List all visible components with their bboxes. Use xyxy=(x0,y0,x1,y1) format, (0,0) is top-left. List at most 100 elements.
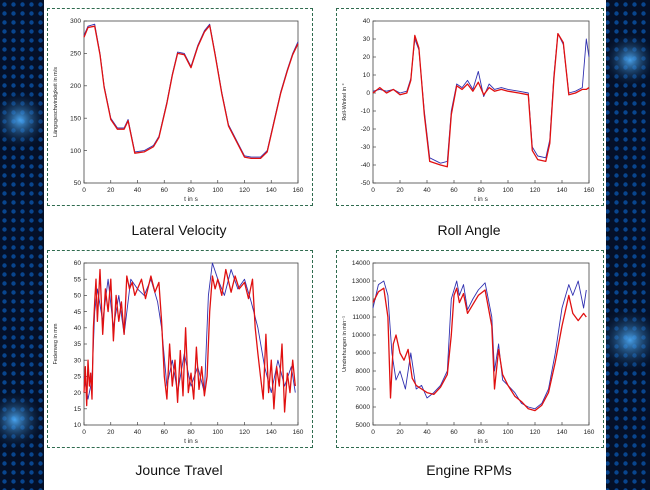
engine-rpms-x-tick-label: 100 xyxy=(503,429,514,436)
engine-rpms-y-tick-label: 9000 xyxy=(356,350,371,357)
engine-rpms-y-tick-label: 10000 xyxy=(352,332,370,339)
roll-angle-y-axis-label: Roll-Winkel in ° xyxy=(342,83,348,120)
roll-angle-chart: 0 20 40 60 80 100 120 140 160 -50 -40 -30 -20 -10 0 10 2… xyxy=(342,18,595,203)
jounce-travel-y-tick-label: 25 xyxy=(74,374,82,381)
lateral-velocity-x-tick-label: 40 xyxy=(134,187,142,194)
caption-roll-angle: Roll Angle xyxy=(437,222,501,238)
engine-rpms-x-tick-label: 60 xyxy=(450,429,458,436)
engine-rpms-series-2-line xyxy=(372,287,587,412)
jounce-travel-x-tick-label: 60 xyxy=(161,429,169,436)
lateral-velocity-x-tick-label: 160 xyxy=(293,187,304,194)
lateral-velocity-chart: 0 20 40 60 80 100 120 140 160 50 100 150 200 250 300 t … xyxy=(53,18,304,203)
engine-rpms-y-axis-label: Umdrehungen in min⁻¹ xyxy=(342,316,348,372)
jounce-travel-x-axis-label: t in s xyxy=(184,438,198,445)
jounce-travel-y-tick-label: 20 xyxy=(74,390,82,397)
lateral-velocity-y-tick-label: 200 xyxy=(70,83,81,90)
chart-frame-engine-rpms: 0 20 40 60 80 100 120 140 160 5000 6000 7000 8000 900… xyxy=(336,250,604,448)
roll-angle-x-tick-label: 100 xyxy=(503,187,514,194)
engine-rpms-y-tick-label: 7000 xyxy=(356,386,371,393)
lateral-velocity-x-tick-label: 140 xyxy=(266,187,277,194)
engine-rpms-x-tick-label: 120 xyxy=(530,429,541,436)
engine-rpms-plot-area xyxy=(372,262,590,426)
roll-angle-y-tick-label: 40 xyxy=(363,18,371,25)
jounce-travel-x-tick-label: 0 xyxy=(82,429,86,436)
lateral-velocity-x-tick-label: 120 xyxy=(239,187,250,194)
engine-rpms-y-tick-label: 5000 xyxy=(356,422,371,429)
engine-rpms-y-tick-label: 11000 xyxy=(352,314,370,321)
jounce-travel-x-tick-label: 140 xyxy=(266,429,277,436)
jounce-travel-series-1-line xyxy=(83,262,296,400)
jounce-travel-y-tick-label: 35 xyxy=(74,341,82,348)
lateral-velocity-y-axis-label: Längsgeschwindigkeit in m/s xyxy=(53,67,59,137)
lateral-velocity-x-tick-label: 0 xyxy=(82,187,86,194)
roll-angle-y-tick-label: 0 xyxy=(366,90,370,97)
jounce-travel-y-tick-label: 60 xyxy=(74,260,82,267)
jounce-travel-y-tick-label: 30 xyxy=(74,357,82,364)
engine-rpms-x-axis-label: t in s xyxy=(474,438,488,445)
jounce-travel-y-axis-label: Federweg in mm xyxy=(53,323,59,364)
lateral-velocity-y-tick-label: 300 xyxy=(70,18,81,25)
jounce-travel-y-tick-label: 10 xyxy=(74,422,82,429)
jounce-travel-x-tick-label: 80 xyxy=(187,429,195,436)
lateral-velocity-x-tick-label: 60 xyxy=(161,187,169,194)
roll-angle-x-tick-label: 80 xyxy=(477,187,485,194)
caption-lateral-velocity: Lateral Velocity xyxy=(131,222,227,238)
jounce-travel-y-tick-label: 15 xyxy=(74,406,82,413)
roll-angle-x-tick-label: 40 xyxy=(423,187,431,194)
engine-rpms-chart: 0 20 40 60 80 100 120 140 160 5000 6000 7000 8000 900… xyxy=(342,260,595,445)
lateral-velocity-x-tick-label: 100 xyxy=(212,187,223,194)
roll-angle-series-2-line xyxy=(372,32,590,168)
jounce-travel-x-tick-label: 20 xyxy=(107,429,115,436)
jounce-travel-chart: 0 20 40 60 80 100 120 140 160 10 15 20 25 30 35 40 45 50 5… xyxy=(53,260,304,445)
jounce-travel-plot-area xyxy=(83,262,299,426)
lateral-velocity-y-tick-label: 100 xyxy=(70,148,81,155)
engine-rpms-x-tick-label: 40 xyxy=(423,429,431,436)
roll-angle-y-tick-label: -30 xyxy=(361,144,371,151)
engine-rpms-y-tick-label: 13000 xyxy=(352,278,370,285)
lateral-velocity-x-tick-label: 20 xyxy=(107,187,115,194)
lateral-velocity-y-tick-label: 50 xyxy=(74,180,82,187)
roll-angle-x-tick-label: 160 xyxy=(584,187,595,194)
jounce-travel-y-tick-label: 50 xyxy=(74,293,82,300)
roll-angle-x-tick-label: 0 xyxy=(371,187,375,194)
roll-angle-y-tick-label: 10 xyxy=(363,72,371,79)
jounce-travel-x-tick-label: 120 xyxy=(239,429,250,436)
engine-rpms-x-tick-label: 80 xyxy=(477,429,485,436)
slide-panel: 0 20 40 60 80 100 120 140 160 50 100 150 200 250 300 t … xyxy=(44,0,606,490)
jounce-travel-series-2-line xyxy=(83,268,296,413)
lateral-velocity-y-tick-label: 250 xyxy=(70,51,81,58)
roll-angle-y-tick-label: 20 xyxy=(363,54,371,61)
engine-rpms-x-tick-label: 140 xyxy=(557,429,568,436)
engine-rpms-x-tick-label: 20 xyxy=(396,429,404,436)
engine-rpms-y-tick-label: 14000 xyxy=(352,260,370,267)
caption-engine-rpms: Engine RPMs xyxy=(426,462,512,478)
chart-frame-lateral-velocity: 0 20 40 60 80 100 120 140 160 50 100 150 200 250 300 t … xyxy=(47,8,313,206)
jounce-travel-x-tick-label: 40 xyxy=(134,429,142,436)
roll-angle-x-tick-label: 20 xyxy=(396,187,404,194)
engine-rpms-y-tick-label: 12000 xyxy=(352,296,370,303)
roll-angle-y-tick-label: -50 xyxy=(361,180,371,187)
jounce-travel-y-tick-label: 55 xyxy=(74,276,82,283)
engine-rpms-y-tick-label: 6000 xyxy=(356,404,371,411)
engine-rpms-x-tick-label: 160 xyxy=(584,429,595,436)
chart-frame-roll-angle: 0 20 40 60 80 100 120 140 160 -50 -40 -30 -20 -10 0 10 2… xyxy=(336,8,604,206)
lateral-velocity-y-tick-label: 150 xyxy=(70,115,81,122)
roll-angle-x-tick-label: 140 xyxy=(557,187,568,194)
jounce-travel-y-tick-label: 40 xyxy=(74,325,82,332)
roll-angle-y-tick-label: -20 xyxy=(361,126,371,133)
chart-frame-jounce-travel: 0 20 40 60 80 100 120 140 160 10 15 20 25 30 35 40 45 50 5… xyxy=(47,250,313,448)
roll-angle-y-tick-label: -10 xyxy=(361,108,371,115)
jounce-travel-x-tick-label: 160 xyxy=(293,429,304,436)
lateral-velocity-plot-area xyxy=(83,20,299,184)
roll-angle-x-axis-label: t in s xyxy=(474,196,488,203)
roll-angle-x-tick-label: 60 xyxy=(450,187,458,194)
engine-rpms-series-1-line xyxy=(372,280,587,410)
jounce-travel-y-tick-label: 45 xyxy=(74,309,82,316)
lateral-velocity-x-axis-label: t in s xyxy=(184,196,198,203)
engine-rpms-x-tick-label: 0 xyxy=(371,429,375,436)
lateral-velocity-x-tick-label: 80 xyxy=(187,187,195,194)
roll-angle-y-tick-label: -40 xyxy=(361,162,371,169)
jounce-travel-x-tick-label: 100 xyxy=(212,429,223,436)
engine-rpms-y-tick-label: 8000 xyxy=(356,368,371,375)
caption-jounce-travel: Jounce Travel xyxy=(135,462,223,478)
